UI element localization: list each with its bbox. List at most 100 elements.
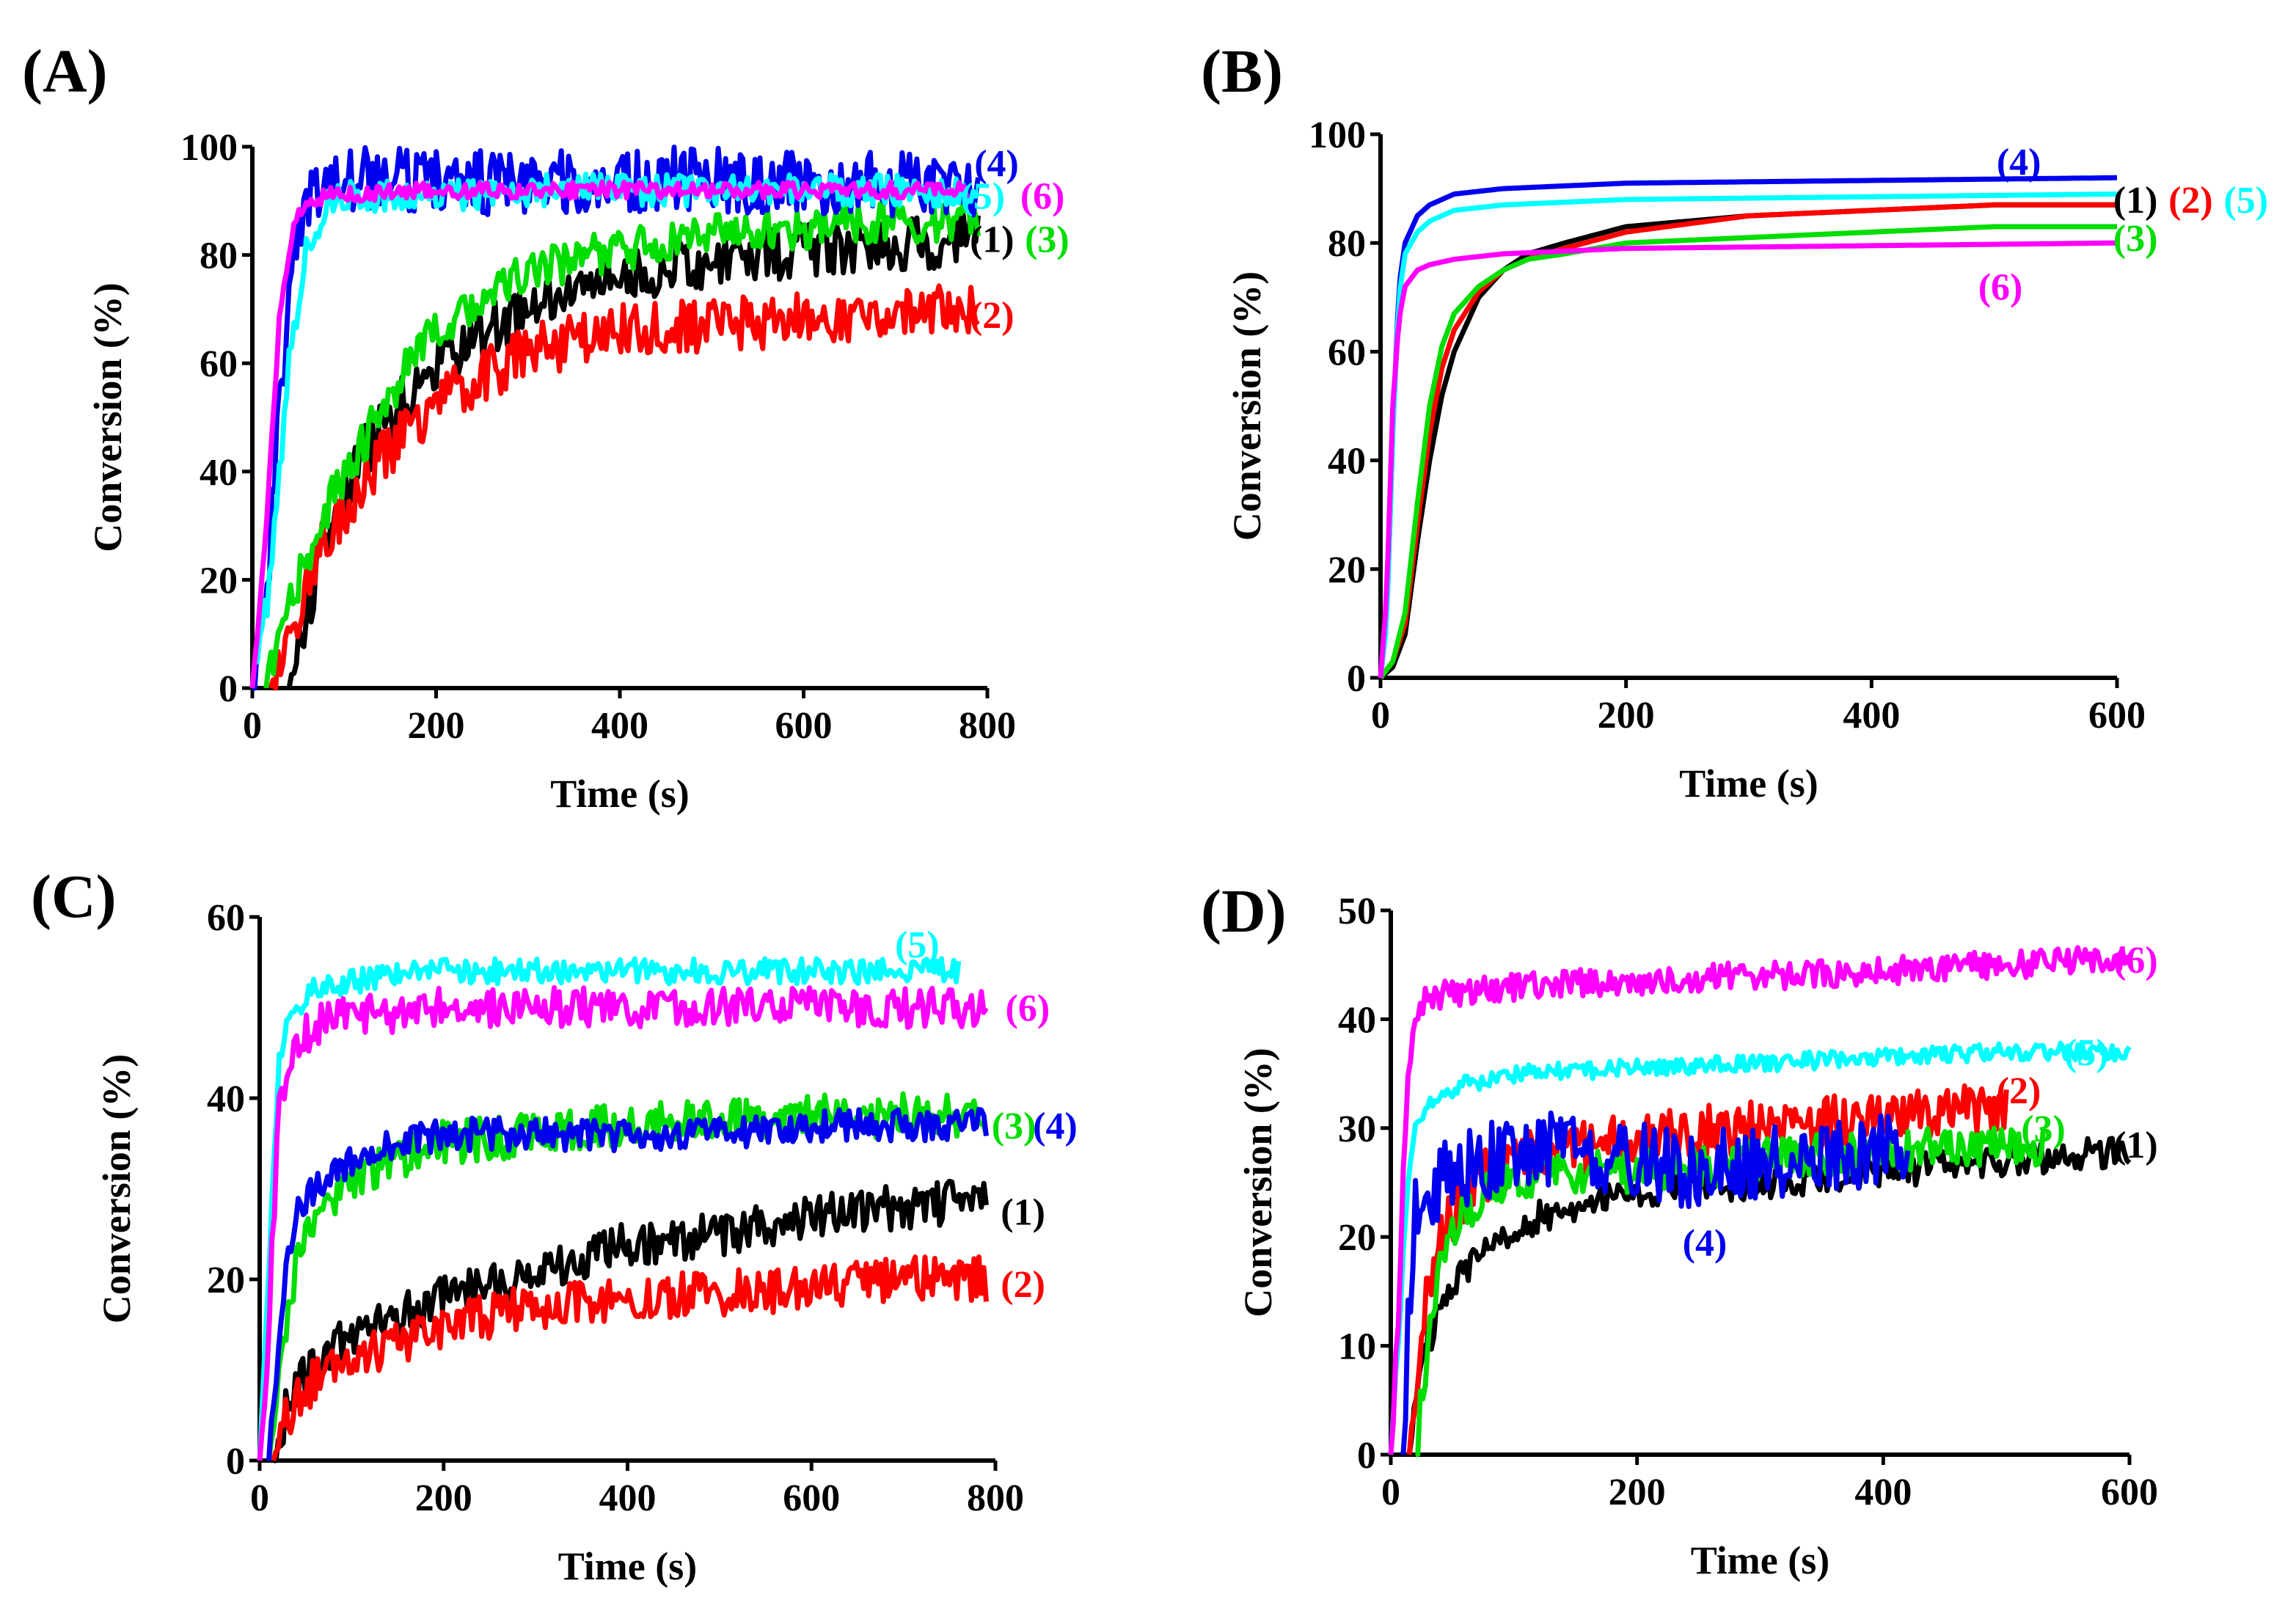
series-line-2 [268,283,981,691]
y-tick-label: 20 [207,1260,245,1301]
curve-label-1: (1) [2113,180,2158,222]
series-line-6 [249,179,970,689]
y-tick-label: 80 [1328,223,1366,265]
x-tick-label: 800 [967,1477,1024,1519]
series-line-1 [286,211,981,689]
curve-label-1: (1) [2113,1125,2158,1166]
x-axis-title: Time (s) [1691,1538,1829,1582]
series-line-2 [1406,1083,2009,1455]
y-tick-label: 0 [1357,1435,1376,1477]
curve-label-3: (3) [1025,219,1070,260]
series-line-5 [257,956,962,1461]
series-line-4 [252,145,981,691]
series-line-3 [263,196,981,689]
x-tick-label: 800 [959,705,1016,747]
curve-label-5: (5) [2064,1032,2109,1074]
x-tick-label: 200 [415,1477,472,1519]
series-line-2 [271,1254,989,1461]
x-tick-label: 200 [1598,695,1655,737]
y-tick-label: 0 [1347,658,1366,700]
series-line-6 [1378,240,2118,679]
x-axis-title: Time (s) [1679,761,1818,805]
x-tick-label: 400 [1854,1472,1912,1513]
curve-label-6: (6) [1020,175,1065,217]
x-tick-label: 600 [2088,695,2146,737]
panel-a: (A) 0 20 40 60 80 100 0 200 400 600 800 Time (s) Conv… [22,37,1070,816]
panel-label: (C) [31,863,117,931]
x-tick-label: 400 [1843,695,1900,737]
y-tick-label: 10 [1338,1326,1376,1368]
curve-label-2: (2) [1997,1070,2041,1112]
curve-label-4: (4) [974,143,1019,185]
series-line-6 [1388,945,2132,1455]
series-line-4 [1378,175,2118,679]
y-tick-label: 40 [1338,999,1376,1041]
x-tick-label: 0 [250,1477,269,1519]
curve-label-5: (5) [960,175,1005,217]
y-tick-label: 0 [226,1441,245,1483]
x-axis-title: Time (s) [550,772,689,816]
panel-label: (A) [22,37,108,106]
x-tick-label: 400 [599,1477,657,1519]
series-line-4 [1400,1110,1911,1455]
y-tick-label: 60 [207,897,245,939]
y-axis-title: Conversion (%) [1236,1048,1280,1317]
y-tick-label: 50 [1338,891,1376,932]
x-tick-label: 400 [591,705,648,747]
x-tick-label: 600 [783,1477,840,1519]
x-tick-label: 0 [243,705,262,747]
curve-label-2: (2) [2168,180,2213,222]
x-tick-label: 200 [1609,1472,1666,1513]
y-axis-title: Conversion (%) [95,1054,139,1323]
y-tick-label: 20 [1328,549,1366,591]
y-tick-label: 40 [1328,441,1366,483]
y-tick-label: 60 [1328,332,1366,373]
curve-label-4: (4) [1683,1223,1728,1265]
curve-label-4: (4) [1997,142,2041,183]
series-line-4 [266,1106,989,1461]
series-line-6 [257,984,989,1461]
x-tick-label: 0 [1371,695,1390,737]
x-tick-label: 200 [408,705,465,747]
curve-label-5: (5) [2223,180,2268,222]
curve-label-3: (3) [992,1105,1037,1147]
panel-label: (B) [1201,37,1283,106]
y-tick-label: 40 [207,1078,245,1120]
panel-d: (D) 0 10 20 30 40 50 0 200 400 600 Time (s) Conversi… [1201,877,2158,1582]
panel-b: (B) 0 20 40 60 80 100 0 200 400 600 Time (s) Convers… [1201,37,2268,805]
curve-label-1: (1) [1001,1191,1045,1233]
y-tick-label: 20 [200,560,238,602]
y-axis-title: Conversion (%) [1225,271,1269,541]
y-tick-label: 30 [1338,1108,1376,1150]
series-line-5 [1378,191,2118,679]
curve-label-6: (6) [1006,988,1050,1030]
x-tick-label: 600 [775,705,833,747]
curve-label-6: (6) [2113,940,2158,982]
series-line-3 [1378,224,2118,680]
series-line-3 [1414,1125,2046,1458]
series-line-1 [273,1178,989,1463]
panel-label: (D) [1201,877,1287,946]
y-tick-label: 60 [200,343,238,385]
curve-label-2: (2) [970,295,1014,337]
curve-label-4: (4) [1033,1105,1078,1147]
x-tick-label: 600 [2101,1472,2158,1513]
y-tick-label: 100 [180,127,238,169]
y-tick-label: 100 [1309,114,1366,156]
y-tick-label: 20 [1338,1217,1376,1259]
y-tick-label: 40 [200,452,238,494]
curve-label-3: (3) [2113,218,2158,260]
y-tick-label: 0 [219,668,238,710]
curve-label-1: (1) [970,219,1014,260]
y-tick-label: 80 [200,235,238,277]
curve-label-3: (3) [2021,1108,2066,1150]
x-tick-label: 0 [1381,1472,1400,1513]
x-axis-title: Time (s) [558,1544,697,1588]
curve-label-5: (5) [895,924,940,966]
series-line-5 [1388,1040,2132,1455]
y-axis-title: Conversion (%) [86,282,130,552]
curve-label-2: (2) [1001,1264,1045,1306]
curve-label-6: (6) [1978,266,2023,308]
